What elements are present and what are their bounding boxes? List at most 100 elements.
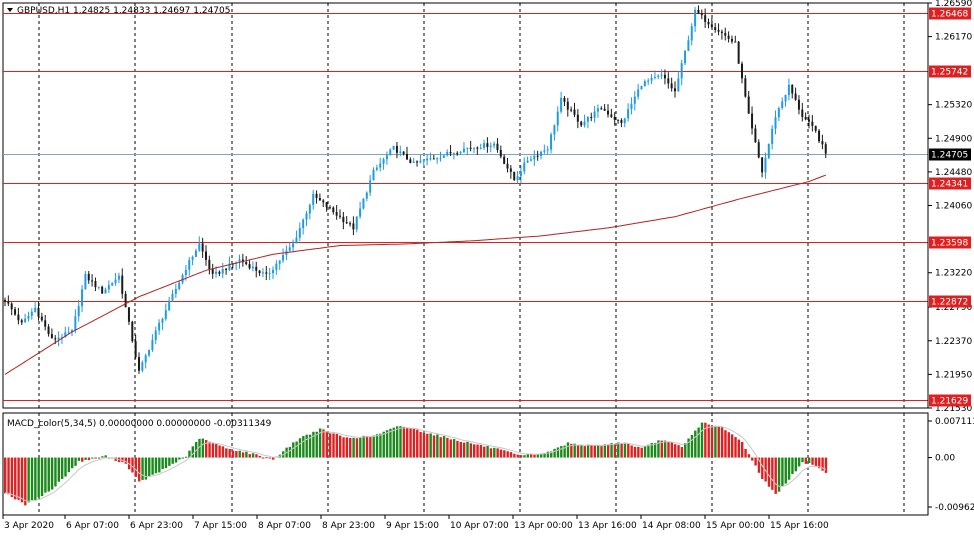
bull-candle[interactable] xyxy=(104,289,107,294)
bull-candle[interactable] xyxy=(392,145,395,150)
bear-candle[interactable] xyxy=(328,207,331,209)
bear-candle[interactable] xyxy=(208,259,211,269)
bull-candle[interactable] xyxy=(359,208,362,217)
bear-candle[interactable] xyxy=(714,27,717,30)
bull-candle[interactable] xyxy=(148,349,151,356)
bear-candle[interactable] xyxy=(335,212,338,216)
bull-candle[interactable] xyxy=(168,300,171,311)
bull-candle[interactable] xyxy=(382,159,385,164)
bear-candle[interactable] xyxy=(218,271,221,274)
bull-candle[interactable] xyxy=(660,74,663,76)
bear-candle[interactable] xyxy=(710,24,713,28)
bull-candle[interactable] xyxy=(533,155,536,160)
bull-candle[interactable] xyxy=(34,307,37,312)
bull-candle[interactable] xyxy=(586,117,589,122)
bear-candle[interactable] xyxy=(801,109,804,117)
bull-candle[interactable] xyxy=(97,286,100,288)
bear-candle[interactable] xyxy=(50,334,53,339)
bear-candle[interactable] xyxy=(663,74,666,79)
bull-candle[interactable] xyxy=(452,152,455,154)
bull-candle[interactable] xyxy=(466,147,469,149)
bull-candle[interactable] xyxy=(278,260,281,264)
bull-candle[interactable] xyxy=(144,355,147,363)
bear-candle[interactable] xyxy=(570,109,573,111)
bear-candle[interactable] xyxy=(409,159,412,163)
bear-candle[interactable] xyxy=(20,320,23,323)
bear-candle[interactable] xyxy=(47,326,50,335)
bear-candle[interactable] xyxy=(576,114,579,122)
bear-candle[interactable] xyxy=(395,145,398,153)
bull-candle[interactable] xyxy=(583,121,586,126)
bull-candle[interactable] xyxy=(643,81,646,87)
bull-candle[interactable] xyxy=(24,318,27,323)
bear-candle[interactable] xyxy=(352,223,355,230)
bear-candle[interactable] xyxy=(4,299,6,302)
bull-candle[interactable] xyxy=(71,330,73,333)
bull-candle[interactable] xyxy=(154,330,157,340)
bull-candle[interactable] xyxy=(493,143,496,146)
bull-candle[interactable] xyxy=(385,155,388,160)
bear-candle[interactable] xyxy=(737,41,740,64)
bull-candle[interactable] xyxy=(60,337,63,339)
horizontal-levels[interactable] xyxy=(3,13,928,401)
bull-candle[interactable] xyxy=(439,157,442,159)
macd-pane[interactable]: MACD_color(5,34,5) 0.00000000 0.00000000… xyxy=(2,412,929,516)
bull-candle[interactable] xyxy=(553,125,556,135)
bull-candle[interactable] xyxy=(27,315,30,319)
bear-candle[interactable] xyxy=(603,108,606,111)
bear-candle[interactable] xyxy=(590,117,593,119)
bear-candle[interactable] xyxy=(225,268,228,270)
bear-candle[interactable] xyxy=(318,197,321,201)
bull-candle[interactable] xyxy=(653,76,656,78)
bull-candle[interactable] xyxy=(489,145,492,147)
bear-candle[interactable] xyxy=(245,262,248,265)
bear-candle[interactable] xyxy=(808,119,810,122)
bull-candle[interactable] xyxy=(194,250,197,257)
bear-candle[interactable] xyxy=(325,202,328,208)
bull-candle[interactable] xyxy=(473,147,475,149)
bear-candle[interactable] xyxy=(255,266,258,271)
bull-candle[interactable] xyxy=(302,219,305,229)
bull-candle[interactable] xyxy=(442,155,445,158)
bear-candle[interactable] xyxy=(37,307,40,317)
bear-candle[interactable] xyxy=(734,41,737,43)
bear-candle[interactable] xyxy=(730,38,733,42)
bull-candle[interactable] xyxy=(228,263,231,270)
bull-candle[interactable] xyxy=(171,293,174,301)
bear-candle[interactable] xyxy=(620,120,623,124)
bear-candle[interactable] xyxy=(818,130,821,142)
bear-candle[interactable] xyxy=(744,78,747,97)
bull-candle[interactable] xyxy=(282,255,285,261)
bear-candle[interactable] xyxy=(342,216,345,223)
bull-candle[interactable] xyxy=(64,332,67,338)
bear-candle[interactable] xyxy=(205,251,207,260)
bull-candle[interactable] xyxy=(184,269,187,275)
price-pane[interactable]: GBPUSD,H1 1.24825 1.24833 1.24697 1.2470… xyxy=(2,2,929,409)
bull-candle[interactable] xyxy=(426,158,429,161)
bull-candle[interactable] xyxy=(684,50,687,64)
bull-candle[interactable] xyxy=(355,216,358,230)
bull-candle[interactable] xyxy=(84,273,87,290)
bull-candle[interactable] xyxy=(687,40,690,51)
bull-candle[interactable] xyxy=(389,149,392,156)
bull-candle[interactable] xyxy=(295,237,298,244)
bull-candle[interactable] xyxy=(158,322,161,331)
bear-candle[interactable] xyxy=(14,309,17,315)
bull-candle[interactable] xyxy=(550,134,553,150)
bear-candle[interactable] xyxy=(10,303,13,310)
bear-candle[interactable] xyxy=(754,128,757,143)
bull-candle[interactable] xyxy=(596,108,599,112)
bear-candle[interactable] xyxy=(727,35,730,39)
bull-candle[interactable] xyxy=(379,163,382,168)
bear-candle[interactable] xyxy=(345,222,348,224)
bear-candle[interactable] xyxy=(499,149,502,157)
bear-candle[interactable] xyxy=(697,9,700,14)
bear-candle[interactable] xyxy=(509,168,512,172)
bull-candle[interactable] xyxy=(764,157,767,173)
bear-candle[interactable] xyxy=(476,147,479,149)
bull-candle[interactable] xyxy=(221,268,224,274)
bear-candle[interactable] xyxy=(503,156,506,164)
bear-candle[interactable] xyxy=(704,15,707,22)
bear-candle[interactable] xyxy=(797,99,800,110)
bull-candle[interactable] xyxy=(446,151,449,156)
